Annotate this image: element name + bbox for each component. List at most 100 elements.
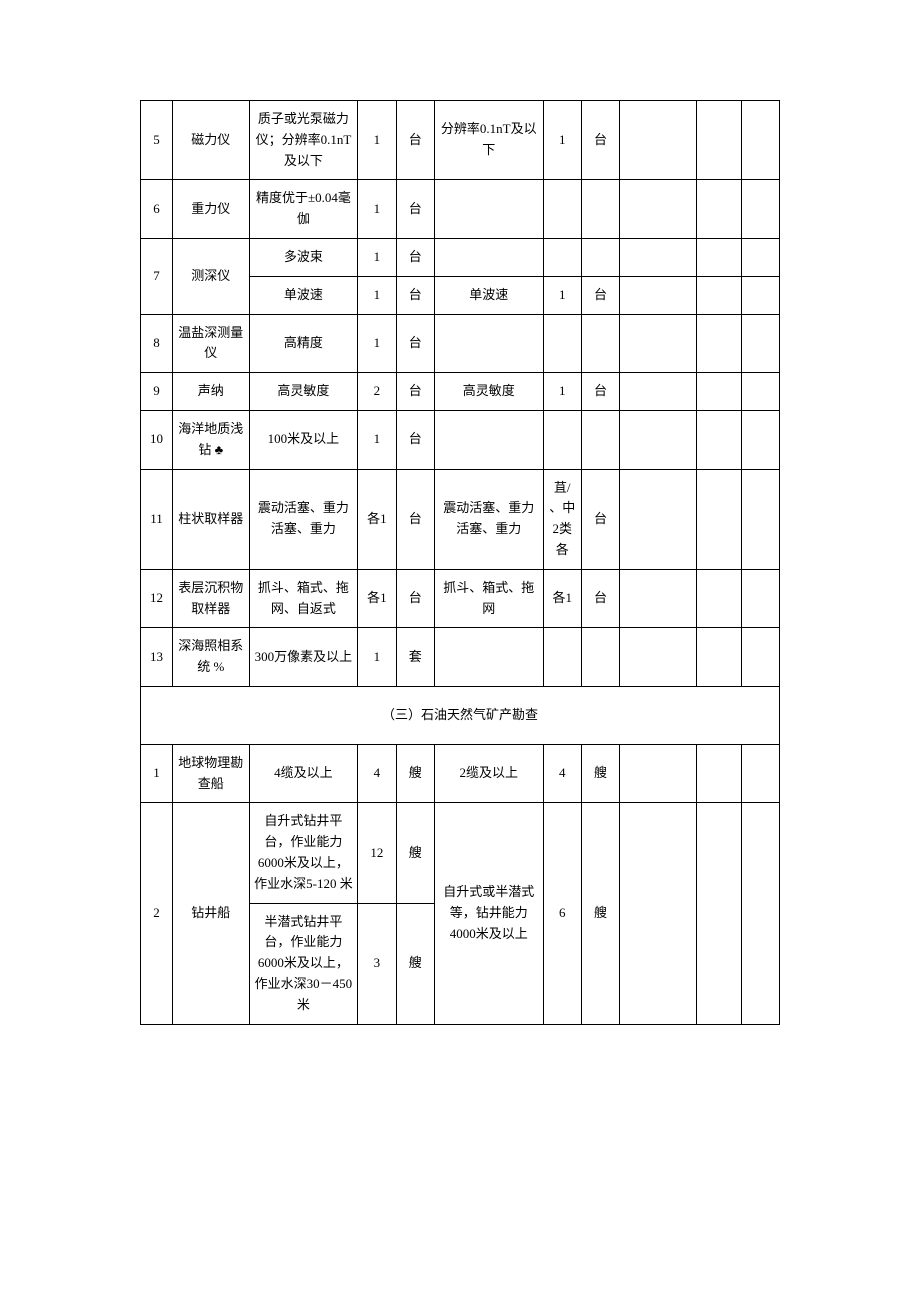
- spec-2: 自升式或半潜式等，钻井能力4000米及以上: [434, 803, 543, 1024]
- equipment-name: 地球物理勘查船: [172, 744, 249, 803]
- quantity-2: 各1: [543, 569, 581, 628]
- table-row: 2钻井船自升式钻井平台，作业能力6000米及以上，作业水深5-120 米12艘自…: [141, 803, 780, 903]
- spec: 精度优于±0.04毫伽: [249, 180, 358, 239]
- quantity-2: [543, 410, 581, 469]
- row-number: 5: [141, 101, 173, 180]
- quantity: 各1: [358, 569, 396, 628]
- unit: 台: [396, 569, 434, 628]
- table-row: 6重力仪精度优于±0.04毫伽1台: [141, 180, 780, 239]
- unit: 套: [396, 628, 434, 687]
- spec-2: [434, 628, 543, 687]
- spec-2: [434, 314, 543, 373]
- quantity: 3: [358, 903, 396, 1024]
- quantity-2: [543, 180, 581, 239]
- equipment-name: 柱状取样器: [172, 469, 249, 569]
- row-number: 7: [141, 238, 173, 314]
- spec: 自升式钻井平台，作业能力6000米及以上，作业水深5-120 米: [249, 803, 358, 903]
- unit-2: 台: [581, 569, 619, 628]
- unit: 艘: [396, 744, 434, 803]
- equipment-name: 重力仪: [172, 180, 249, 239]
- spec: 质子或光泵磁力仪；分辨率0.1nT及以下: [249, 101, 358, 180]
- spec: 抓斗、箱式、拖网、自返式: [249, 569, 358, 628]
- quantity: 1: [358, 101, 396, 180]
- spec-2: 分辨率0.1nT及以下: [434, 101, 543, 180]
- unit-2: [581, 238, 619, 276]
- unit: 台: [396, 180, 434, 239]
- spec: 100米及以上: [249, 410, 358, 469]
- unit: 台: [396, 314, 434, 373]
- quantity-2: [543, 238, 581, 276]
- unit-2: 艘: [581, 744, 619, 803]
- quantity: 1: [358, 628, 396, 687]
- unit-2: [581, 410, 619, 469]
- quantity: 1: [358, 410, 396, 469]
- unit-2: [581, 180, 619, 239]
- spec: 300万像素及以上: [249, 628, 358, 687]
- spec: 半潜式钻井平台，作业能力6000米及以上，作业水深30－450 米: [249, 903, 358, 1024]
- row-number: 6: [141, 180, 173, 239]
- quantity-2: 1: [543, 373, 581, 411]
- spec-2: 震动活塞、重力活塞、重力: [434, 469, 543, 569]
- quantity-2: 6: [543, 803, 581, 1024]
- unit-2: [581, 628, 619, 687]
- spec: 4缆及以上: [249, 744, 358, 803]
- table-row: 7测深仪多波束1台: [141, 238, 780, 276]
- table-row: 5磁力仪质子或光泵磁力仪；分辨率0.1nT及以下1台分辨率0.1nT及以下1台: [141, 101, 780, 180]
- equipment-name: 表层沉积物取样器: [172, 569, 249, 628]
- quantity: 2: [358, 373, 396, 411]
- row-number: 10: [141, 410, 173, 469]
- unit: 台: [396, 410, 434, 469]
- equipment-name: 海洋地质浅钻 ♣: [172, 410, 249, 469]
- quantity: 4: [358, 744, 396, 803]
- table-row: 12表层沉积物取样器抓斗、箱式、拖网、自返式各1台抓斗、箱式、拖网各1台: [141, 569, 780, 628]
- quantity-2: [543, 628, 581, 687]
- spec-2: 2缆及以上: [434, 744, 543, 803]
- unit-2: [581, 314, 619, 373]
- quantity: 1: [358, 276, 396, 314]
- quantity-2: [543, 314, 581, 373]
- spec-2: 抓斗、箱式、拖网: [434, 569, 543, 628]
- equipment-name: 深海照相系统 %: [172, 628, 249, 687]
- equipment-table: 5磁力仪质子或光泵磁力仪；分辨率0.1nT及以下1台分辨率0.1nT及以下1台6…: [140, 100, 780, 1025]
- row-number: 2: [141, 803, 173, 1024]
- spec: 单波速: [249, 276, 358, 314]
- equipment-name: 钻井船: [172, 803, 249, 1024]
- equipment-name: 磁力仪: [172, 101, 249, 180]
- unit: 台: [396, 276, 434, 314]
- table-row: 8温盐深测量仪高精度1台: [141, 314, 780, 373]
- section-title: （三）石油天然气矿产勘查: [141, 686, 780, 744]
- section-header-row: （三）石油天然气矿产勘查: [141, 686, 780, 744]
- table-row: 11柱状取样器震动活塞、重力活塞、重力各1台震动活塞、重力活塞、重力苴/、中2类…: [141, 469, 780, 569]
- spec-2: 高灵敏度: [434, 373, 543, 411]
- equipment-name: 测深仪: [172, 238, 249, 314]
- quantity-2: 1: [543, 276, 581, 314]
- quantity-2: 苴/、中2类各: [543, 469, 581, 569]
- spec: 高灵敏度: [249, 373, 358, 411]
- unit: 台: [396, 469, 434, 569]
- row-number: 11: [141, 469, 173, 569]
- table-row: 10海洋地质浅钻 ♣100米及以上1台: [141, 410, 780, 469]
- quantity: 1: [358, 314, 396, 373]
- spec-2: [434, 180, 543, 239]
- unit: 艘: [396, 903, 434, 1024]
- quantity-2: 4: [543, 744, 581, 803]
- quantity: 1: [358, 238, 396, 276]
- unit: 台: [396, 238, 434, 276]
- row-number: 12: [141, 569, 173, 628]
- spec: 多波束: [249, 238, 358, 276]
- table-row: 13深海照相系统 %300万像素及以上1套: [141, 628, 780, 687]
- spec-2: [434, 410, 543, 469]
- spec: 震动活塞、重力活塞、重力: [249, 469, 358, 569]
- spec: 高精度: [249, 314, 358, 373]
- row-number: 1: [141, 744, 173, 803]
- table-row: 9声纳高灵敏度2台高灵敏度1台: [141, 373, 780, 411]
- unit: 艘: [396, 803, 434, 903]
- unit: 台: [396, 373, 434, 411]
- table-row: 1地球物理勘查船4缆及以上4艘2缆及以上4艘: [141, 744, 780, 803]
- spec-2: 单波速: [434, 276, 543, 314]
- unit: 台: [396, 101, 434, 180]
- equipment-name: 声纳: [172, 373, 249, 411]
- unit-2: 台: [581, 101, 619, 180]
- quantity: 1: [358, 180, 396, 239]
- spec-2: [434, 238, 543, 276]
